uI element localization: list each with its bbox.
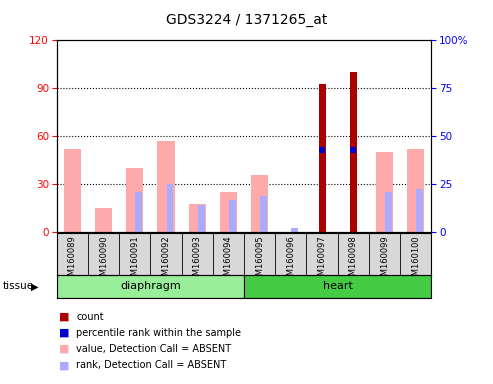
Bar <box>291 227 298 232</box>
Text: ■: ■ <box>59 312 70 322</box>
Text: GSM160097: GSM160097 <box>317 235 326 286</box>
Text: GSM160099: GSM160099 <box>380 235 389 286</box>
Text: GSM160100: GSM160100 <box>411 235 420 286</box>
Text: GSM160091: GSM160091 <box>130 235 139 286</box>
Bar <box>251 175 268 232</box>
Text: GSM160096: GSM160096 <box>286 235 295 286</box>
Text: value, Detection Call = ABSENT: value, Detection Call = ABSENT <box>76 344 232 354</box>
Bar <box>136 192 142 232</box>
Text: rank, Detection Call = ABSENT: rank, Detection Call = ABSENT <box>76 360 227 370</box>
Text: GSM160098: GSM160098 <box>349 235 358 286</box>
Text: GSM160095: GSM160095 <box>255 235 264 286</box>
Bar <box>157 141 175 232</box>
Bar <box>385 192 392 232</box>
Bar <box>64 149 81 232</box>
Bar <box>376 152 393 232</box>
Bar <box>318 84 325 232</box>
Text: GSM160089: GSM160089 <box>68 235 77 286</box>
Text: tissue: tissue <box>2 281 34 291</box>
Bar <box>407 149 424 232</box>
Bar <box>126 168 143 232</box>
Bar <box>95 208 112 232</box>
Bar <box>417 189 423 232</box>
Bar <box>220 192 237 232</box>
Text: GSM160093: GSM160093 <box>193 235 202 286</box>
Bar <box>229 200 236 232</box>
Text: ■: ■ <box>59 344 70 354</box>
Bar <box>260 195 267 232</box>
Text: GSM160094: GSM160094 <box>224 235 233 286</box>
Bar <box>244 275 431 298</box>
Text: ■: ■ <box>59 360 70 370</box>
Text: ▶: ▶ <box>31 281 38 291</box>
Text: diaphragm: diaphragm <box>120 281 181 291</box>
Text: GSM160090: GSM160090 <box>99 235 108 286</box>
Text: heart: heart <box>323 281 352 291</box>
Bar <box>198 205 205 232</box>
Bar <box>57 275 244 298</box>
Text: count: count <box>76 312 104 322</box>
Text: percentile rank within the sample: percentile rank within the sample <box>76 328 242 338</box>
Bar <box>350 72 357 232</box>
Bar <box>167 184 174 232</box>
Text: ■: ■ <box>59 328 70 338</box>
Text: GSM160092: GSM160092 <box>162 235 171 286</box>
Bar <box>189 204 206 232</box>
Text: GDS3224 / 1371265_at: GDS3224 / 1371265_at <box>166 13 327 27</box>
